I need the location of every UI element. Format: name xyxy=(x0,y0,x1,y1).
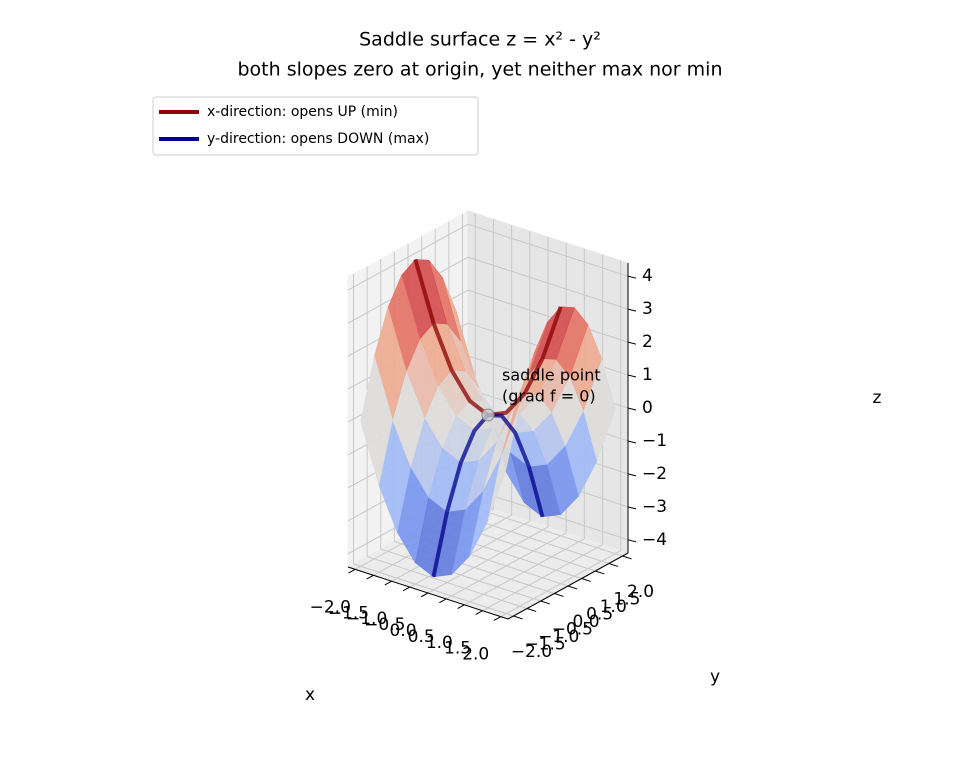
legend-label: x-direction: opens UP (min) xyxy=(207,104,398,120)
x-tick xyxy=(402,586,411,592)
z-tick xyxy=(627,308,637,312)
grid-line xyxy=(467,256,629,310)
y-tick xyxy=(567,585,578,590)
y-tick xyxy=(622,555,632,560)
z-tick-label: −3 xyxy=(642,497,667,517)
y-tick xyxy=(595,570,605,575)
saddle-point xyxy=(481,408,495,422)
x-tick-label: 0.0 xyxy=(389,621,416,641)
surface-patch xyxy=(501,354,534,456)
z-tick-label: −2 xyxy=(642,464,667,484)
z-tick-label: 2 xyxy=(642,332,653,352)
annotation: saddle point xyxy=(502,366,601,385)
z-tick xyxy=(627,407,637,411)
chart-subtitle: both slopes zero at origin, yet neither … xyxy=(238,59,723,81)
x-axis-label: x xyxy=(305,685,315,705)
x-tick xyxy=(475,610,483,615)
x-tick-label: 1.0 xyxy=(426,633,453,653)
grid-line xyxy=(366,556,528,609)
chart-title: Saddle surface z = x² - y² xyxy=(359,29,601,51)
surface-patch xyxy=(360,356,393,485)
x-tick xyxy=(366,574,374,580)
y-tick-label: −1.0 xyxy=(538,627,579,647)
x-tick xyxy=(439,598,447,604)
y-tick-label: 2.0 xyxy=(627,582,654,602)
z-tick xyxy=(627,506,637,510)
z-tick xyxy=(627,341,637,345)
z-tick xyxy=(627,374,637,378)
z-tick-label: 0 xyxy=(642,398,653,418)
z-tick-label: 3 xyxy=(642,299,653,319)
x-tick-label: 1.5 xyxy=(444,639,471,659)
z-tick-label: 1 xyxy=(642,365,653,385)
grid-line xyxy=(467,223,629,277)
x-tick xyxy=(348,568,356,574)
x-tick xyxy=(420,592,429,598)
y-tick xyxy=(513,615,523,620)
y-tick-label: −1.5 xyxy=(524,635,565,655)
grid-line xyxy=(380,548,541,602)
y-tick xyxy=(554,593,564,597)
x-tick-label: 0.5 xyxy=(408,627,435,647)
z-tick-label: −4 xyxy=(642,530,667,550)
y-tick xyxy=(608,563,619,567)
z-tick xyxy=(627,473,637,477)
y-tick-label: 0.5 xyxy=(586,605,613,625)
y-tick-label: −2.0 xyxy=(511,642,552,662)
z-tick xyxy=(627,539,637,543)
grid-line xyxy=(347,223,469,291)
z-tick-label: 4 xyxy=(642,266,653,286)
y-tick-label: 1.5 xyxy=(613,590,640,610)
z-tick xyxy=(627,275,637,279)
y-tick xyxy=(540,600,550,605)
annotation: (grad f = 0) xyxy=(502,387,596,406)
x-tick-label: −1.0 xyxy=(346,609,387,629)
x-tick-label: −1.5 xyxy=(328,603,369,623)
x-tick-label: 2.0 xyxy=(462,645,489,665)
z-tick xyxy=(627,440,637,444)
legend-box xyxy=(152,96,479,156)
x-tick-label: −0.5 xyxy=(364,615,405,635)
y-tick-label: −0.5 xyxy=(552,620,593,640)
z-axis-label: z xyxy=(873,388,882,408)
x-tick xyxy=(457,604,465,610)
y-tick xyxy=(526,608,537,612)
x-tick xyxy=(493,616,501,621)
y-tick-label: 1.0 xyxy=(600,597,627,617)
grid-line xyxy=(353,563,514,617)
y-tick-label: 0.0 xyxy=(572,612,599,632)
x-tick-label: −2.0 xyxy=(310,597,351,617)
y-axis-label: y xyxy=(710,667,720,687)
z-tick-label: −1 xyxy=(642,431,667,451)
x-tick xyxy=(384,580,392,586)
y-tick xyxy=(581,578,591,582)
grid-line xyxy=(467,289,629,343)
legend-label: y-direction: opens DOWN (max) xyxy=(207,131,429,147)
